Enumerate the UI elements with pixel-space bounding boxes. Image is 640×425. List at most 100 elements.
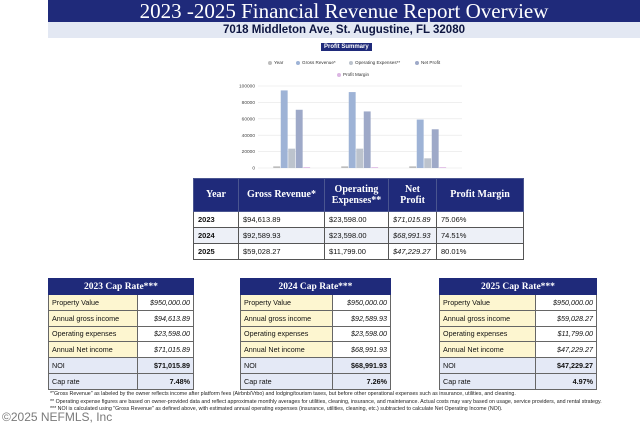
bar [356, 148, 364, 168]
cell-opex: $23,598.00 [324, 211, 389, 228]
cap-label: Cap rate [48, 372, 138, 390]
cap-value: 4.97% [535, 372, 597, 390]
chart-title: Profit Summary [321, 43, 372, 51]
cap-value: $59,028.27 [535, 309, 597, 327]
legend-label: Profit Margin [343, 72, 370, 77]
cell-opex: $23,598.00 [324, 227, 389, 244]
cap-label: Annual gross income [438, 309, 537, 327]
cap-value: $68,991.93 [331, 341, 392, 359]
cap-label: Annual Net income [48, 341, 138, 359]
profit-bar-chart: 0 20000 40000 60000 80000 100000 [239, 84, 462, 172]
legend-item-margin: Profit Margin [337, 72, 369, 77]
cap-value: $47,229.27 [535, 341, 597, 359]
bar [363, 111, 371, 168]
cell-year: 2023 [193, 211, 239, 228]
legend-item-year: Year [268, 60, 283, 65]
y-tick-label: 100000 [239, 84, 255, 90]
cap-label: Annual Net income [438, 341, 537, 359]
bar [431, 129, 439, 168]
legend-label: Operating Expenses** [355, 60, 401, 65]
financial-summary-table: Year Gross Revenue* Operating Expenses**… [193, 178, 524, 260]
footnote: *"Gross Revenue" as labeled by the owner… [50, 391, 516, 397]
cell-margin: 80.01% [436, 243, 524, 260]
legend-label: Year [274, 60, 284, 65]
y-tick-label: 20000 [242, 149, 256, 155]
legend-item-net: Net Profit [415, 60, 440, 65]
cap-label: Cap rate [240, 372, 333, 390]
cap-table-title: 2023 Cap Rate*** [48, 278, 194, 295]
cap-value: $950,000.00 [331, 294, 392, 311]
cap-value: $92,589.93 [331, 309, 392, 327]
bar [280, 90, 288, 168]
bar [416, 119, 424, 168]
cap-value: $950,000.00 [136, 294, 195, 311]
table-row: 2024 $92,589.93 $23,598.00 $68,991.93 74… [193, 227, 524, 244]
cap-label: NOI [48, 357, 138, 374]
cell-year: 2024 [193, 227, 239, 244]
cap-label: NOI [240, 357, 333, 374]
cap-rate-2025: 2025 Cap Rate*** Property Value $950,000.… [438, 278, 597, 390]
cell-margin: 74.51% [436, 227, 524, 244]
legend-label: Net Profit [421, 60, 441, 65]
cap-label: Property Value [240, 294, 333, 311]
legend-item-gross: Gross Revenue* [296, 60, 336, 65]
copyright-watermark: ©2025 NEFMLS, Inc [2, 410, 113, 424]
legend-swatch [349, 60, 353, 65]
property-address: 7018 Middleton Ave, St. Augustine, FL 32… [48, 22, 640, 38]
cell-gross: $92,589.93 [238, 227, 325, 244]
cap-value: $23,598.00 [331, 325, 392, 343]
cell-gross: $59,028.27 [238, 243, 325, 260]
cap-value: $11,799.00 [535, 325, 597, 343]
bar [295, 109, 303, 168]
col-header: Net Profit [388, 178, 437, 212]
bar [409, 166, 417, 168]
legend-swatch [415, 60, 419, 65]
cell-opex: $11,799.00 [324, 243, 389, 260]
bar [371, 167, 379, 168]
cap-label: Property Value [438, 294, 537, 311]
bar [303, 167, 311, 168]
cell-year: 2025 [193, 243, 239, 260]
bar [273, 166, 281, 168]
footnote: ** Operating expense figures are based o… [50, 398, 602, 405]
cell-margin: 75.06% [436, 211, 524, 228]
cap-value: $950,000.00 [535, 294, 597, 311]
bar [424, 158, 432, 168]
bar [288, 148, 296, 168]
cap-label: Annual gross income [240, 309, 333, 327]
col-header: Year [193, 178, 239, 212]
cap-label: Property Value [48, 294, 138, 311]
legend-swatch [268, 60, 272, 65]
cap-label: Operating expenses [48, 325, 138, 343]
bar [439, 167, 447, 168]
cap-value: 7.26% [331, 372, 392, 390]
cap-table-title: 2024 Cap Rate*** [240, 278, 391, 295]
legend-label: Gross Revenue* [302, 60, 336, 65]
cell-gross: $94,613.89 [238, 211, 325, 228]
cap-value: $94,613.89 [136, 309, 195, 327]
table-header-row: Year Gross Revenue* Operating Expenses**… [193, 178, 524, 212]
y-tick-label: 0 [252, 166, 255, 172]
col-header: Profit Margin [436, 178, 524, 212]
cap-label: Annual gross income [48, 309, 138, 327]
table-row: 2023 $94,613.89 $23,598.00 $71,015.89 75… [193, 211, 524, 228]
col-header: Operating Expenses** [324, 178, 389, 212]
cap-label: Operating expenses [240, 325, 333, 343]
cap-rate-2024: 2024 Cap Rate*** Property Value $950,000.… [240, 278, 392, 390]
y-tick-label: 80000 [242, 100, 256, 106]
cap-value: $71,015.89 [136, 341, 195, 359]
footnote: *** NOI is calculated using "Gross Reven… [50, 406, 503, 412]
cap-label: Annual Net income [240, 341, 333, 359]
legend-swatch [296, 60, 300, 65]
col-header: Gross Revenue* [238, 178, 325, 212]
cap-value: $71,015.89 [136, 357, 195, 374]
legend-swatch [337, 72, 341, 77]
table-row: 2025 $59,028.27 $11,799.00 $47,229.27 80… [193, 243, 524, 260]
y-tick-label: 40000 [242, 133, 256, 139]
cap-value: $68,991.93 [331, 357, 392, 374]
cell-net: $47,229.27 [388, 243, 437, 260]
cap-value: $47,229.27 [535, 357, 597, 374]
bar [348, 92, 356, 168]
report-title: 2023 -2025 Financial Revenue Report Over… [48, 0, 640, 22]
cap-rate-2023: 2023 Cap Rate*** Property Value $950,000.… [48, 278, 195, 390]
